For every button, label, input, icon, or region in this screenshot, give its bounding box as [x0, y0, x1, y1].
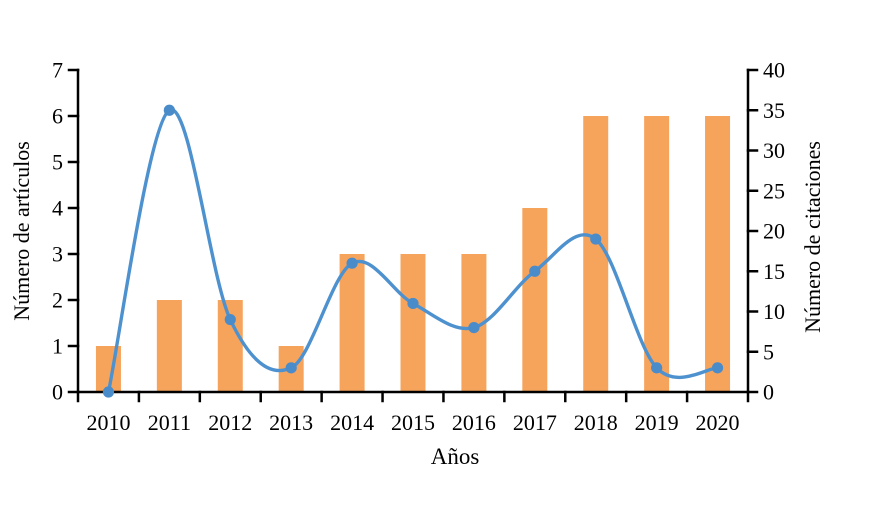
line-marker [285, 362, 297, 374]
right-tick-label: 30 [763, 138, 785, 163]
x-category-label: 2018 [574, 410, 618, 435]
line-marker [346, 257, 358, 269]
left-tick-label: 6 [52, 104, 63, 129]
bar [583, 116, 609, 392]
left-tick-label: 7 [52, 58, 63, 83]
x-category-label: 2019 [635, 410, 679, 435]
left-tick-label: 4 [52, 196, 63, 221]
line-marker [529, 265, 541, 277]
x-category-label: 2017 [513, 410, 557, 435]
x-axis-title: Años [431, 444, 480, 469]
x-category-label: 2010 [86, 410, 130, 435]
right-axis-title: Número de citaciones [800, 141, 825, 333]
x-category-label: 2016 [452, 410, 496, 435]
left-tick-label: 0 [52, 380, 63, 405]
bar [339, 254, 365, 392]
right-tick-label: 10 [763, 299, 785, 324]
line-marker [651, 362, 663, 374]
line-marker [224, 313, 236, 326]
line-marker [102, 386, 115, 398]
line-marker [711, 362, 724, 374]
line-marker [468, 322, 480, 334]
bar [522, 208, 548, 392]
line-marker [163, 104, 175, 116]
left-tick-label: 1 [52, 334, 63, 359]
plot-area: 0 1 2 3 4 5 6 7 0 5 10 15 20 25 30 35 40 2010 2011 2012 2013… [52, 58, 785, 436]
right-tick-label: 40 [763, 58, 785, 83]
bar [400, 254, 426, 392]
x-category-label: 2013 [269, 410, 313, 435]
left-tick-label: 3 [52, 242, 63, 267]
x-category-label: 2011 [148, 410, 191, 435]
left-axis-title: Número de artículos [9, 141, 34, 321]
line-marker [407, 297, 419, 310]
x-category-label: 2020 [696, 410, 740, 435]
left-tick-label: 5 [52, 150, 63, 175]
bar [217, 300, 243, 392]
bar [705, 116, 731, 392]
bar [156, 300, 182, 392]
right-tick-label: 35 [763, 98, 785, 123]
line-marker [590, 233, 602, 245]
right-tick-label: 0 [763, 380, 774, 405]
x-category-label: 2015 [391, 410, 435, 435]
right-tick-label: 5 [763, 339, 774, 364]
right-tick-label: 15 [763, 259, 785, 284]
x-category-label: 2012 [208, 410, 252, 435]
right-tick-label: 20 [763, 219, 785, 244]
citations-line [106, 108, 720, 394]
left-tick-label: 2 [52, 288, 63, 313]
bar [644, 116, 670, 392]
x-category-label: 2014 [330, 410, 374, 435]
right-tick-label: 25 [763, 178, 785, 203]
